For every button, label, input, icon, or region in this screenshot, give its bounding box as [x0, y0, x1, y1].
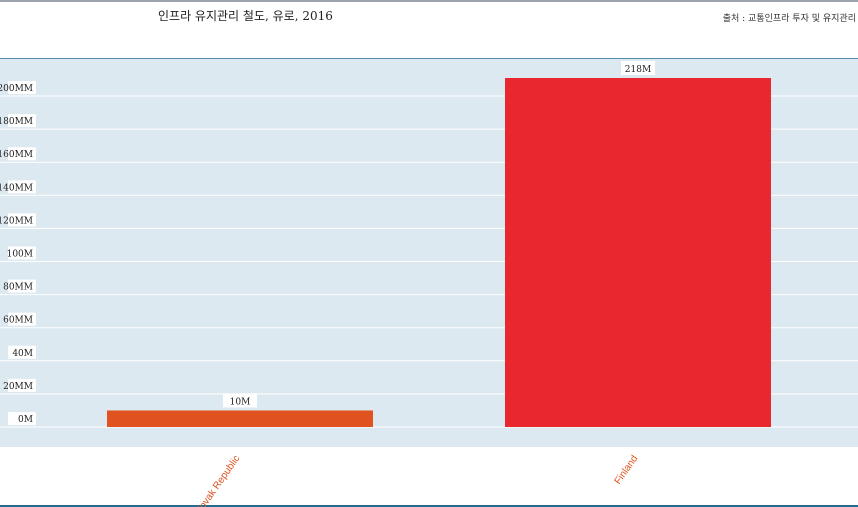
- bottom-border: [0, 505, 858, 507]
- source-note: 출처 : 교통인프라 투자 및 유지관리: [722, 14, 856, 24]
- bar-slovak-republic: [107, 410, 373, 427]
- y-tick-label-bg: [8, 114, 36, 128]
- bar-finland: [505, 78, 771, 427]
- y-tick-label: 60MM: [3, 316, 33, 326]
- x-tick-label: Slovak Republic: [192, 453, 242, 507]
- data-label-bg: [621, 61, 655, 75]
- y-tick-label: 180MM: [0, 117, 33, 127]
- y-tick-label: 0M: [18, 415, 33, 425]
- y-tick-label-bg: [8, 147, 36, 161]
- y-tick-label-bg: [8, 246, 36, 260]
- y-tick-label-bg: [8, 312, 36, 326]
- y-tick-label: 140MM: [0, 183, 33, 193]
- y-tick-label: 160MM: [0, 150, 33, 160]
- y-tick-label: 100M: [7, 250, 33, 260]
- y-tick-label: 120MM: [0, 216, 33, 226]
- y-tick-label-bg: [8, 412, 36, 425]
- x-tick-label: Finland: [613, 453, 641, 486]
- top-border: [0, 0, 858, 2]
- y-tick-label-bg: [8, 81, 36, 94]
- y-tick-label: 200MM: [0, 84, 33, 94]
- chart-title: 인프라 유지관리 철도, 유로, 2016: [158, 9, 333, 23]
- data-label: 10M: [230, 397, 251, 407]
- y-tick-label: 80MM: [3, 283, 33, 293]
- y-tick-label: 20MM: [3, 382, 33, 392]
- tab-strip: [58, 52, 133, 58]
- y-tick-label-bg: [8, 378, 36, 392]
- y-tick-label-bg: [8, 180, 36, 194]
- y-tick-label-bg: [8, 213, 36, 227]
- y-tick-label: 40M: [12, 349, 33, 359]
- data-label-bg: [223, 393, 257, 408]
- data-label: 218M: [625, 65, 651, 75]
- y-tick-label-bg: [8, 345, 36, 359]
- y-tick-label-bg: [8, 279, 36, 293]
